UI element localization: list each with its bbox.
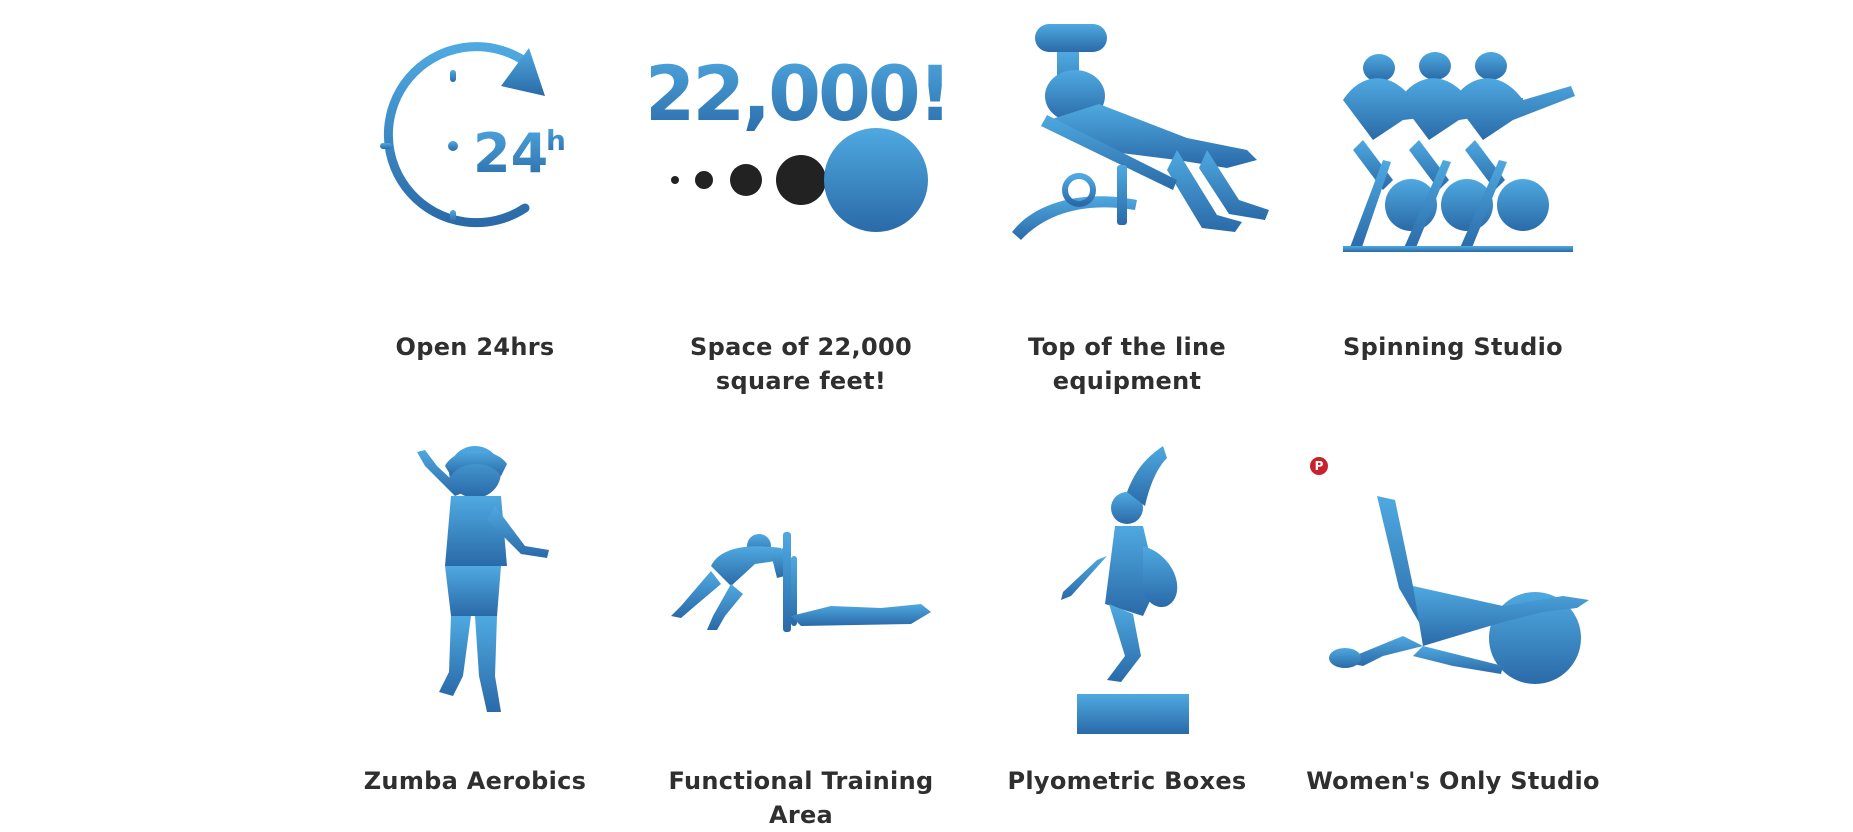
feature-label: Women's Only Studio [1306,767,1600,795]
feature-label: Top of the line equipment [1028,333,1226,395]
spinning-bikes-icon [1303,0,1603,300]
feature-label: Spinning Studio [1343,333,1563,361]
sled-push-icon [651,436,951,736]
feature-open-24hrs: 24 h Open 24hrs [325,0,625,400]
feature-label: Space of 22,000 square feet! [690,333,912,395]
feature-zumba: Zumba Aerobics [325,436,625,824]
clock-h-text: h [546,124,566,157]
feature-functional-training: Functional Training Area [651,436,951,829]
clock-24-text: 24 [473,122,548,185]
feature-label: Functional Training Area [668,767,934,829]
clock-24h-icon: 24 h [325,0,625,300]
pinterest-icon: P [1314,459,1324,473]
feature-space-22000: 22,000! Space of 22,000 square feet! [651,0,951,400]
stability-ball-icon [1303,436,1603,736]
feature-label: Zumba Aerobics [363,767,587,795]
space-22000-text: 22,000! [651,49,949,138]
feature-spinning: Spinning Studio [1303,0,1603,400]
feature-plyometric: Plyometric Boxes [977,436,1277,824]
feature-equipment: Top of the line equipment [977,0,1277,400]
space-22000-icon: 22,000! [651,0,951,300]
pinterest-save-button[interactable]: P [1310,457,1328,475]
box-jump-icon [977,436,1277,736]
feature-womens-studio: Women's Only Studio [1303,436,1603,824]
feature-label: Plyometric Boxes [1007,767,1247,795]
zumba-dancer-icon [325,436,625,736]
features-grid: 24 h Open 24hrs 22,000! Space of 22,000 … [325,0,1625,829]
bench-press-icon [977,0,1277,300]
feature-label: Open 24hrs [395,333,555,361]
